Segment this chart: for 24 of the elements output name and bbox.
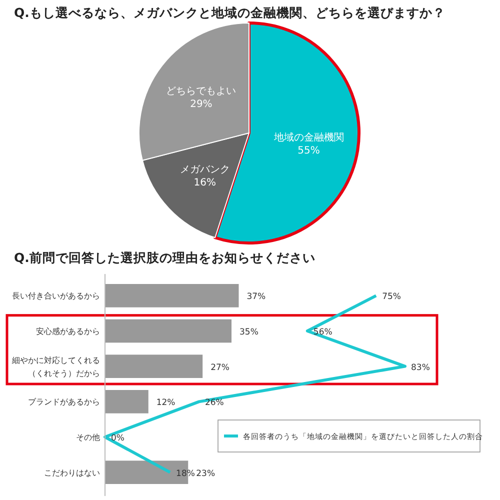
y-tick-label: 細やかに対応してくれる（くれそう）だから [11, 356, 100, 378]
data-label: 23% [196, 468, 216, 479]
chart-title: Q.前問で回答した選択肢の理由をお知らせください [14, 250, 316, 265]
data-label: 35% [240, 328, 258, 338]
data-label: 55% [298, 145, 320, 156]
y-tick-label: 安心感があるから [36, 327, 100, 336]
data-label: 83% [411, 362, 430, 373]
y-tick-label: 長い付き合いがあるから [12, 292, 100, 301]
data-label: 29% [190, 98, 212, 110]
data-label: 16% [194, 177, 216, 188]
data-label: 75% [382, 292, 401, 302]
data-label: 56% [313, 328, 332, 338]
data-label: 37% [246, 292, 266, 302]
y-tick-label: その他 [76, 433, 100, 442]
data-label: 27% [210, 362, 230, 373]
slice-label: メガバンク [180, 164, 230, 176]
y-tick-label: こだわりはない [44, 468, 100, 478]
slice-label: どちらでもよい [166, 86, 236, 97]
y-tick-label: ブランドがあるから [28, 398, 100, 407]
chart-title: Q.もし選べるなら、メガバンクと地域の金融機関、どちらを選びますか？ [14, 5, 446, 20]
data-label: 0% [111, 434, 124, 444]
data-label: 26% [204, 398, 224, 408]
data-label: 12% [156, 398, 176, 408]
slice-label: 地域の金融機関 [272, 131, 344, 144]
